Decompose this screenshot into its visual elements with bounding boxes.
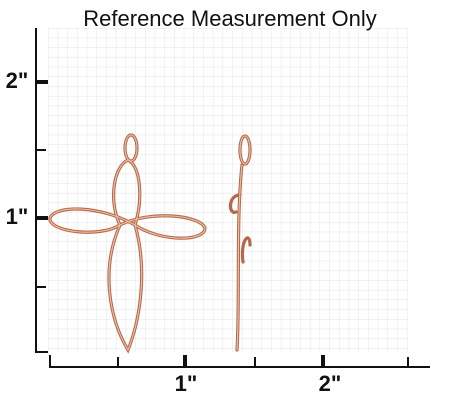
x-label: 2"	[319, 371, 342, 396]
pendant-side	[228, 134, 252, 352]
grid	[48, 28, 408, 352]
vertical-ruler	[35, 28, 48, 353]
title: Reference Measurement Only	[83, 6, 376, 31]
pendant-front	[48, 133, 207, 354]
horizontal-ruler	[49, 355, 430, 368]
x-label: 1"	[175, 371, 198, 396]
y-label: 2"	[6, 68, 29, 93]
y-label: 1"	[6, 204, 29, 229]
